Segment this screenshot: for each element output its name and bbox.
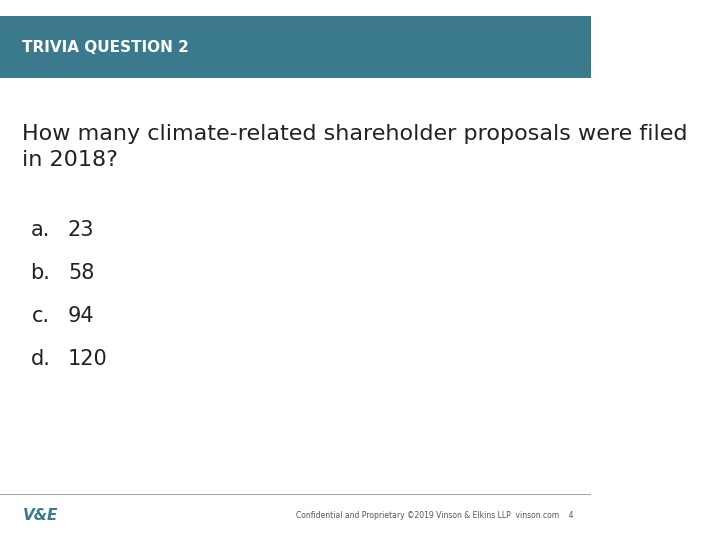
FancyBboxPatch shape	[0, 16, 591, 78]
Text: V&E: V&E	[22, 508, 58, 523]
Text: b.: b.	[30, 262, 50, 283]
Text: TRIVIA QUESTION 2: TRIVIA QUESTION 2	[22, 40, 189, 55]
Text: 58: 58	[68, 262, 94, 283]
Text: c.: c.	[32, 306, 50, 326]
Text: How many climate-related shareholder proposals were filed
in 2018?: How many climate-related shareholder pro…	[22, 124, 688, 170]
Text: 120: 120	[68, 349, 108, 369]
Text: 94: 94	[68, 306, 94, 326]
Text: 23: 23	[68, 219, 94, 240]
Text: d.: d.	[30, 349, 50, 369]
Text: Confidential and Proprietary ©2019 Vinson & Elkins LLP  vinson.com    4: Confidential and Proprietary ©2019 Vinso…	[296, 511, 574, 520]
Text: a.: a.	[31, 219, 50, 240]
